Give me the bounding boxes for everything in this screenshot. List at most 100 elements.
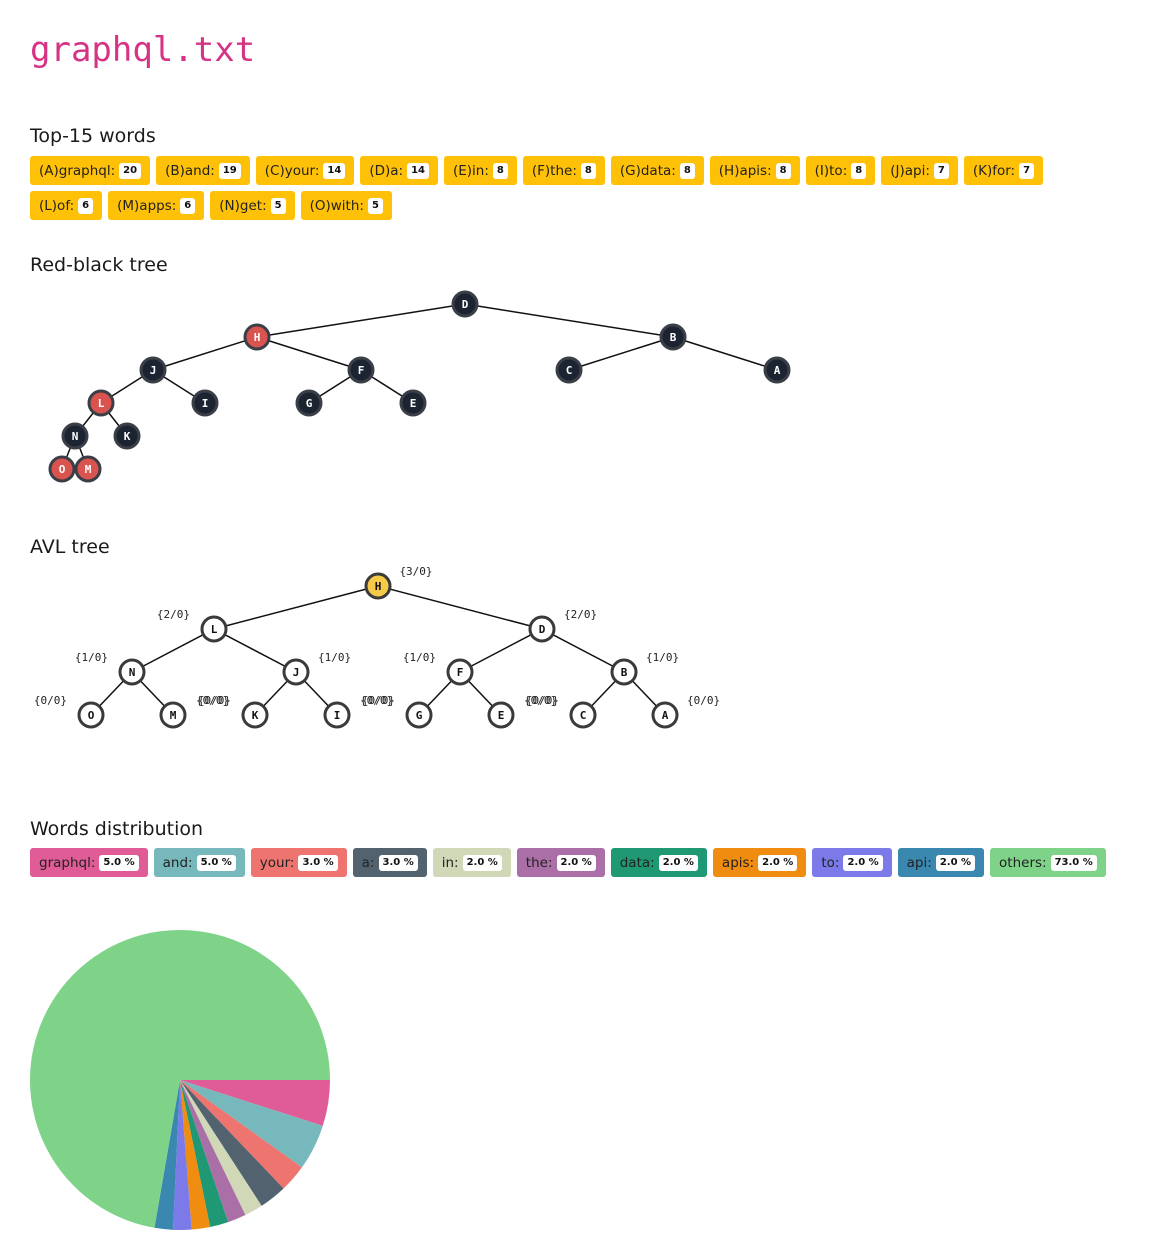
avl-node-circle — [118, 658, 146, 686]
word-chip-label: (M)apps: — [117, 197, 177, 214]
avl-tree-heading: AVL tree — [30, 536, 110, 558]
avl-edge — [131, 628, 215, 673]
avl-node-N: N {1/0} — [75, 651, 146, 686]
avl-node-circle — [405, 701, 433, 729]
rb-edge — [256, 303, 466, 338]
pie-slice-a — [180, 1080, 284, 1206]
avl-balance-label: {0/0} — [362, 694, 395, 707]
word-chip: (G)data: 8 — [610, 156, 704, 185]
word-chip-label: (I)to: — [814, 162, 848, 179]
avl-balance-label: {0/0} — [687, 694, 720, 707]
avl-node-H: H {3/0} — [364, 565, 433, 600]
word-chip-label: (F)the: — [531, 162, 577, 179]
word-chip: (M)apps: 6 — [108, 191, 205, 220]
word-chip: (I)to: 8 — [805, 156, 876, 185]
avl-node-label: N — [129, 666, 136, 679]
pie-slice-your — [180, 1080, 302, 1189]
avl-node-circle — [487, 701, 515, 729]
distribution-chip: data: 2.0 % — [610, 848, 707, 877]
rb-node-label: C — [566, 364, 573, 377]
distribution-pct-badge: 73.0 % — [1050, 854, 1097, 871]
avl-node-F: F {1/0} — [403, 651, 474, 686]
word-count-badge: 5 — [270, 197, 286, 214]
avl-edge — [459, 628, 543, 673]
rb-node-M: M — [74, 455, 102, 483]
avl-node-I: I {0/0} — [323, 694, 393, 729]
avl-node-circle — [159, 701, 187, 729]
avl-node-circle — [241, 701, 269, 729]
rb-node-L: L — [87, 389, 115, 417]
distribution-chip-label: graphql: — [39, 854, 96, 871]
distribution-chip-label: your: — [259, 854, 295, 871]
avl-balance-label: {2/0} — [564, 608, 597, 621]
word-chip-label: (G)data: — [619, 162, 676, 179]
word-chip: (E)in: 8 — [443, 156, 517, 185]
rb-node-label: O — [59, 463, 66, 476]
word-count-badge: 8 — [775, 162, 791, 179]
avl-balance-label: {1/0} — [403, 651, 436, 664]
distribution-chip-label: the: — [525, 854, 553, 871]
rb-node-E: E — [399, 389, 427, 417]
rb-node-circle — [48, 455, 76, 483]
word-chip: (O)with: 5 — [300, 191, 392, 220]
distribution-pct-badge: 5.0 % — [99, 854, 139, 871]
word-chip: (N)get: 5 — [210, 191, 295, 220]
word-chip: (J)api: 7 — [881, 156, 958, 185]
avl-edge — [213, 628, 297, 673]
word-chip-label: (N)get: — [219, 197, 267, 214]
rb-edge — [672, 336, 778, 371]
distribution-pct-badge: 2.0 % — [843, 854, 883, 871]
rb-node-label: A — [774, 364, 781, 377]
distribution-pct-badge: 2.0 % — [658, 854, 698, 871]
word-count-badge: 8 — [679, 162, 695, 179]
avl-node-J: J {1/0} — [282, 651, 351, 686]
avl-node-circle — [77, 701, 105, 729]
rb-node-label: F — [358, 364, 365, 377]
rb-node-label: N — [72, 430, 79, 443]
avl-node-L: L {2/0} — [157, 608, 228, 643]
rb-node-circle — [87, 389, 115, 417]
distribution-chip-label: data: — [619, 854, 655, 871]
distribution-chip-label: api: — [906, 854, 932, 871]
rb-node-label: I — [202, 397, 209, 410]
avl-edge — [541, 628, 625, 673]
word-count-badge: 14 — [323, 162, 346, 179]
avl-node-A: A {0/0} — [651, 694, 720, 729]
word-count-badge: 19 — [218, 162, 241, 179]
avl-node-G: G {0/0} — [362, 694, 433, 729]
rb-edge — [464, 303, 674, 338]
rb-edge — [256, 336, 362, 371]
distribution-chip: api: 2.0 % — [897, 848, 985, 877]
avl-node-E: E {0/0} — [487, 694, 557, 729]
rb-node-O: O — [48, 455, 76, 483]
rb-node-label: L — [98, 397, 105, 410]
word-chip-label: (H)apis: — [718, 162, 772, 179]
avl-node-label: E — [498, 709, 505, 722]
avl-node-label: C — [580, 709, 587, 722]
avl-node-B: B {1/0} — [610, 651, 679, 686]
distribution-chip: in: 2.0 % — [432, 848, 511, 877]
rb-node-K: K — [113, 422, 141, 450]
rb-node-H: H — [243, 323, 271, 351]
word-count-badge: 6 — [78, 197, 94, 214]
pie-slice-api — [154, 1080, 180, 1230]
avl-balance-label: {0/0} — [526, 694, 559, 707]
avl-node-K: K {0/0} — [198, 694, 269, 729]
word-chip-label: (J)api: — [890, 162, 930, 179]
rb-node-G: G — [295, 389, 323, 417]
distribution-chip-label: and: — [162, 854, 193, 871]
avl-node-circle — [446, 658, 474, 686]
avl-node-circle — [282, 658, 310, 686]
word-chip: (B)and: 19 — [156, 156, 250, 185]
word-chip-label: (B)and: — [165, 162, 215, 179]
avl-node-label: D — [539, 623, 546, 636]
rb-tree-heading: Red-black tree — [30, 254, 168, 276]
rb-node-D: D — [451, 290, 479, 318]
rb-node-label: H — [254, 331, 261, 344]
page-title: graphql.txt — [30, 30, 256, 70]
word-count-badge: 6 — [180, 197, 196, 214]
distribution-chip: graphql: 5.0 % — [30, 848, 148, 877]
avl-tree-graph: H {3/0} L {2/0} D {2/0} N {1/0} J {1/0} F {1/0} B {1/… — [34, 565, 720, 729]
rb-node-circle — [61, 422, 89, 450]
word-chip-label: (D)a: — [369, 162, 404, 179]
